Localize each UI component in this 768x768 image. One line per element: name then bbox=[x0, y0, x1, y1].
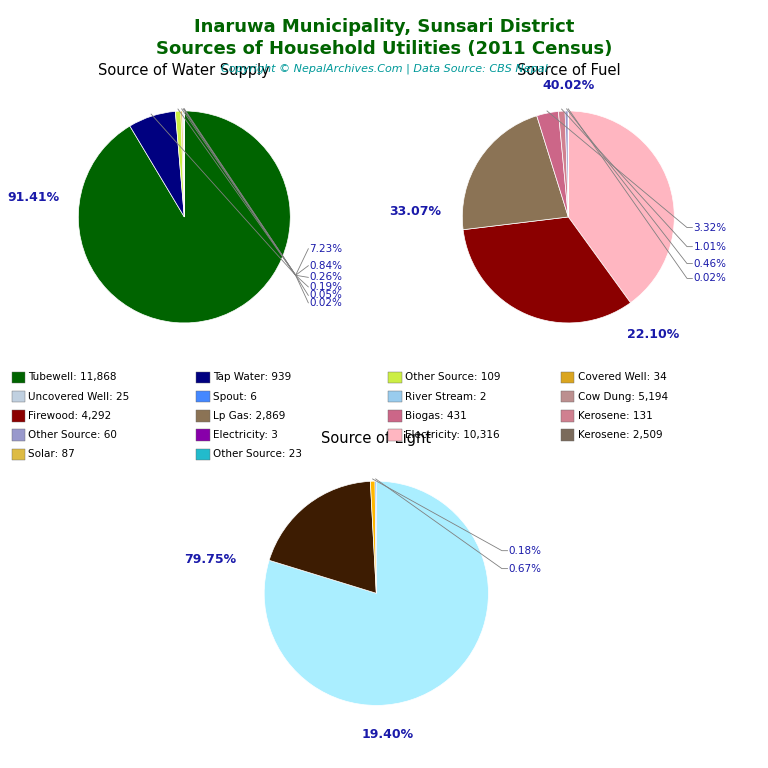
Text: 0.46%: 0.46% bbox=[694, 259, 727, 269]
Wedge shape bbox=[463, 217, 631, 323]
Wedge shape bbox=[175, 111, 184, 217]
Wedge shape bbox=[558, 111, 568, 217]
Text: 33.07%: 33.07% bbox=[389, 205, 441, 218]
Text: Inaruwa Municipality, Sunsari District: Inaruwa Municipality, Sunsari District bbox=[194, 18, 574, 35]
Wedge shape bbox=[181, 111, 184, 217]
Wedge shape bbox=[130, 111, 184, 217]
Text: 19.40%: 19.40% bbox=[362, 728, 414, 741]
Text: 0.19%: 0.19% bbox=[310, 282, 343, 292]
Text: Lp Gas: 2,869: Lp Gas: 2,869 bbox=[213, 411, 285, 421]
Text: Uncovered Well: 25: Uncovered Well: 25 bbox=[28, 392, 130, 402]
Wedge shape bbox=[183, 111, 184, 217]
Wedge shape bbox=[375, 481, 376, 593]
Text: Solar: 87: Solar: 87 bbox=[28, 449, 75, 459]
Text: 0.26%: 0.26% bbox=[310, 273, 343, 283]
Wedge shape bbox=[537, 111, 568, 217]
Text: Biogas: 431: Biogas: 431 bbox=[405, 411, 466, 421]
Text: 0.02%: 0.02% bbox=[310, 298, 343, 308]
Text: Copyright © NepalArchives.Com | Data Source: CBS Nepal: Copyright © NepalArchives.Com | Data Sou… bbox=[220, 64, 548, 74]
Title: Source of Water Supply: Source of Water Supply bbox=[98, 63, 270, 78]
Wedge shape bbox=[264, 481, 488, 705]
Text: 3.32%: 3.32% bbox=[694, 223, 727, 233]
Wedge shape bbox=[269, 482, 376, 593]
Text: Other Source: 60: Other Source: 60 bbox=[28, 430, 118, 440]
Wedge shape bbox=[462, 116, 568, 230]
Text: Sources of Household Utilities (2011 Census): Sources of Household Utilities (2011 Cen… bbox=[156, 40, 612, 58]
Text: Other Source: 109: Other Source: 109 bbox=[405, 372, 500, 382]
Text: Cow Dung: 5,194: Cow Dung: 5,194 bbox=[578, 392, 667, 402]
Text: Other Source: 23: Other Source: 23 bbox=[213, 449, 302, 459]
Text: 22.10%: 22.10% bbox=[627, 328, 679, 341]
Text: 1.01%: 1.01% bbox=[694, 242, 727, 252]
Text: Electricity: 3: Electricity: 3 bbox=[213, 430, 277, 440]
Text: 91.41%: 91.41% bbox=[7, 191, 59, 204]
Text: 0.67%: 0.67% bbox=[508, 564, 541, 574]
Text: Tubewell: 11,868: Tubewell: 11,868 bbox=[28, 372, 117, 382]
Text: 40.02%: 40.02% bbox=[542, 79, 594, 92]
Text: 0.02%: 0.02% bbox=[694, 273, 727, 283]
Text: 0.84%: 0.84% bbox=[310, 260, 343, 270]
Title: Source of Fuel: Source of Fuel bbox=[517, 63, 620, 78]
Text: Firewood: 4,292: Firewood: 4,292 bbox=[28, 411, 111, 421]
Text: Spout: 6: Spout: 6 bbox=[213, 392, 257, 402]
Wedge shape bbox=[568, 111, 674, 303]
Text: 0.05%: 0.05% bbox=[310, 290, 343, 300]
Text: 0.18%: 0.18% bbox=[508, 546, 541, 556]
Wedge shape bbox=[565, 111, 568, 217]
Text: 7.23%: 7.23% bbox=[310, 243, 343, 253]
Text: Electricity: 10,316: Electricity: 10,316 bbox=[405, 430, 499, 440]
Text: Covered Well: 34: Covered Well: 34 bbox=[578, 372, 667, 382]
Wedge shape bbox=[78, 111, 290, 323]
Text: Tap Water: 939: Tap Water: 939 bbox=[213, 372, 291, 382]
Wedge shape bbox=[370, 482, 376, 593]
Text: Kerosene: 2,509: Kerosene: 2,509 bbox=[578, 430, 662, 440]
Text: 79.75%: 79.75% bbox=[184, 553, 237, 566]
Text: River Stream: 2: River Stream: 2 bbox=[405, 392, 486, 402]
Title: Source of Light: Source of Light bbox=[321, 432, 432, 446]
Text: Kerosene: 131: Kerosene: 131 bbox=[578, 411, 652, 421]
